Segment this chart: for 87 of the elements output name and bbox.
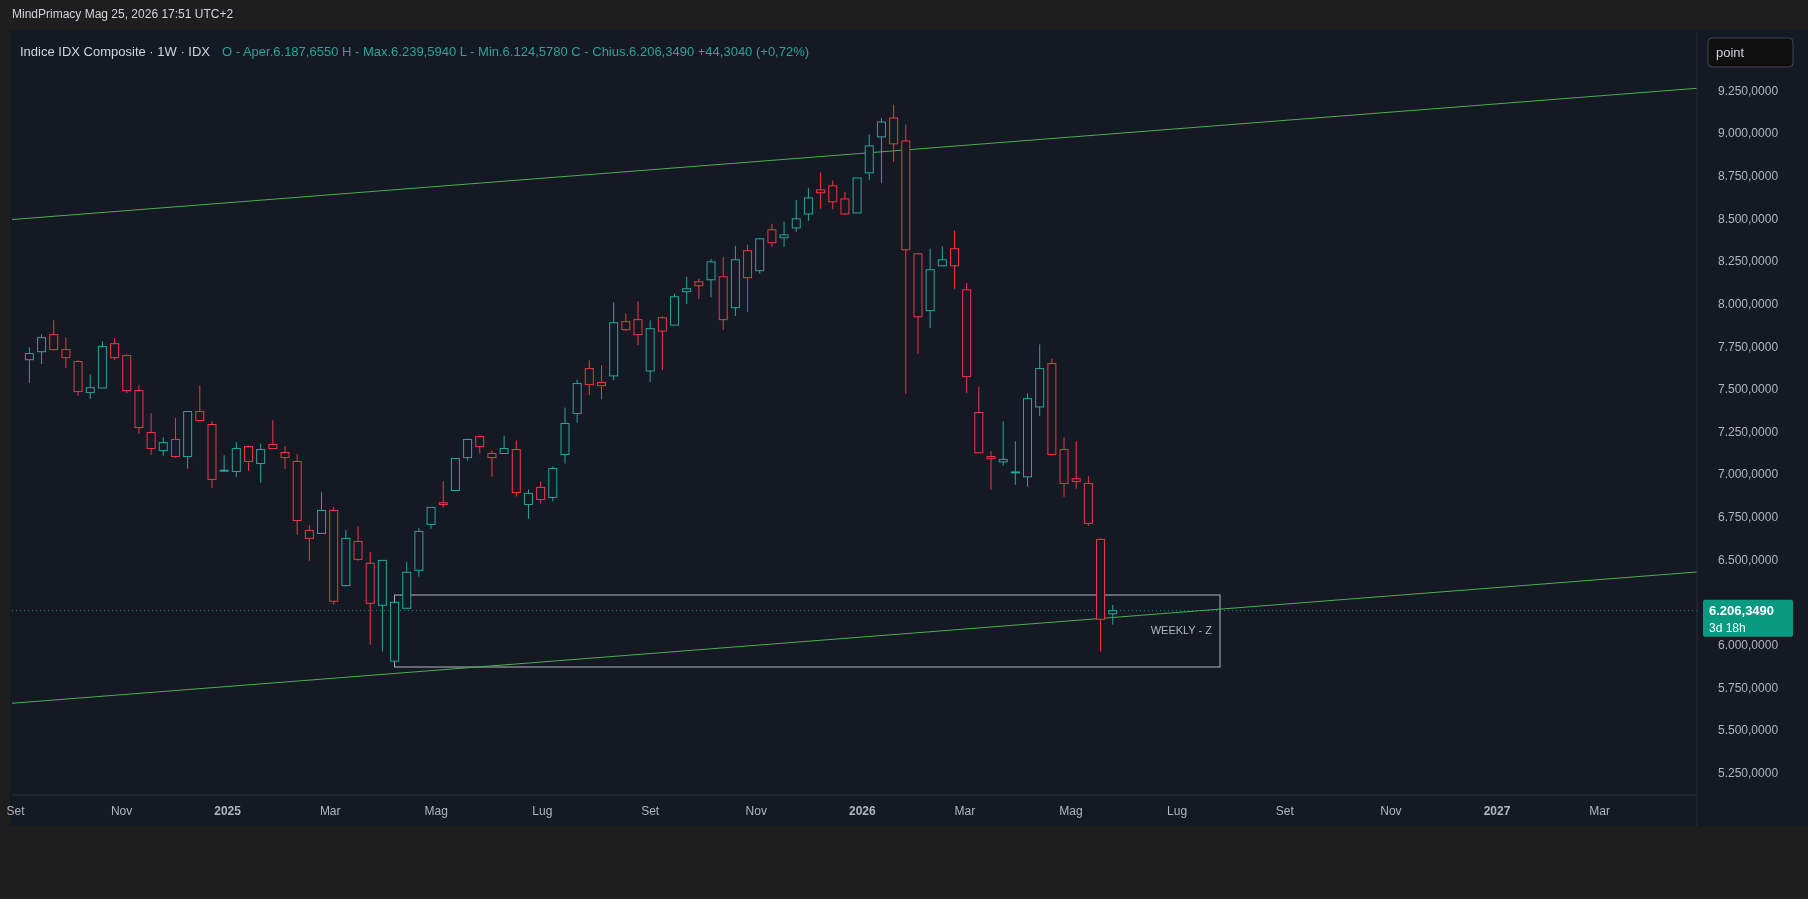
x-tick-label: Mag bbox=[1059, 804, 1083, 818]
candlestick bbox=[85, 373, 95, 400]
candlestick bbox=[706, 258, 716, 298]
candlestick bbox=[256, 443, 266, 484]
text: 3d 18h bbox=[1709, 620, 1746, 635]
candlestick bbox=[1108, 604, 1118, 626]
candlestick bbox=[584, 359, 594, 396]
candlestick bbox=[523, 488, 533, 520]
candlestick bbox=[231, 441, 241, 478]
candlestick bbox=[317, 491, 327, 534]
y-tick-label: 8.750,0000 bbox=[1718, 169, 1779, 184]
candlestick bbox=[876, 117, 886, 184]
candlestick bbox=[49, 319, 59, 351]
candlestick bbox=[499, 435, 509, 454]
y-tick-label: 8.250,0000 bbox=[1718, 254, 1779, 269]
candlestick bbox=[840, 191, 850, 216]
candlestick bbox=[304, 524, 314, 562]
candlestick bbox=[682, 276, 692, 305]
candlestick bbox=[24, 346, 34, 384]
y-tick-label: 7.500,0000 bbox=[1718, 382, 1779, 397]
y-tick-label: 5.250,0000 bbox=[1718, 765, 1779, 780]
candlestick bbox=[596, 364, 606, 400]
y-tick-label: 7.250,0000 bbox=[1718, 424, 1779, 439]
candlestick bbox=[463, 437, 473, 461]
candlestick bbox=[803, 187, 813, 222]
annotation: WEEKLY - Z bbox=[1150, 623, 1213, 636]
x-tick-label: Nov bbox=[1380, 804, 1402, 818]
candlestick bbox=[694, 278, 704, 300]
candlestick bbox=[949, 230, 959, 290]
y-tick-label: 6.750,0000 bbox=[1718, 510, 1779, 525]
x-tick-label: Nov bbox=[110, 804, 133, 818]
x-tick-label: Mar bbox=[319, 804, 341, 818]
text: O - Aper.6.187,6550 H - Max.6.239,5940 L - Min.6.124,5780 C - Chius.6.206,3490 +44,3040 (+0,72%) bbox=[222, 44, 810, 59]
candlestick bbox=[243, 444, 253, 472]
candlestick bbox=[195, 384, 205, 422]
candlestick bbox=[767, 223, 777, 248]
x-tick-label: Set bbox=[1275, 804, 1295, 818]
candlestick bbox=[937, 245, 947, 267]
candlestick bbox=[158, 436, 168, 457]
y-tick-label: 5.750,0000 bbox=[1718, 680, 1779, 695]
y-tick-label: 5.500,0000 bbox=[1718, 723, 1779, 738]
x-tick-label: Mag bbox=[424, 804, 448, 818]
candlestick bbox=[219, 454, 229, 473]
candlestick bbox=[268, 419, 278, 450]
x-tick-label: Set bbox=[6, 804, 26, 818]
candlestick bbox=[170, 417, 180, 459]
y-tick-label: 8.500,0000 bbox=[1718, 211, 1779, 226]
x-tick-label: 2027 bbox=[1483, 804, 1511, 818]
text: MindPrimacy Mag 25, 2026 17:51 UTC+2 bbox=[12, 7, 234, 21]
candlestick bbox=[37, 333, 47, 365]
x-tick-label: Lug bbox=[1167, 804, 1188, 818]
y-tick-label: 9.000,0000 bbox=[1718, 126, 1779, 141]
candlestick bbox=[986, 450, 996, 491]
candlestick bbox=[61, 336, 71, 369]
ref-line-label: 6.206,3490 bbox=[1709, 602, 1775, 618]
y-tick-label: 6.500,0000 bbox=[1718, 552, 1779, 567]
candlestick bbox=[816, 171, 826, 210]
candlestick bbox=[280, 445, 290, 470]
candlestick bbox=[110, 337, 120, 361]
candlestick bbox=[1010, 440, 1020, 486]
candlestick bbox=[438, 480, 448, 508]
y-tick-label: 9.250,0000 bbox=[1718, 83, 1779, 98]
candlestick bbox=[657, 315, 667, 371]
y-tick-label: 6.000,0000 bbox=[1718, 637, 1779, 652]
candlestick bbox=[487, 449, 497, 478]
candlestick bbox=[1071, 440, 1081, 490]
x-tick-label: 2026 bbox=[848, 804, 876, 818]
text: point bbox=[1716, 45, 1745, 60]
x-tick-label: Set bbox=[641, 804, 660, 818]
candlestick bbox=[779, 221, 789, 248]
candlestick bbox=[998, 420, 1008, 467]
text: Indice IDX Composite · 1W · IDX bbox=[20, 44, 211, 59]
candlestick bbox=[828, 180, 838, 210]
y-tick-label: 7.000,0000 bbox=[1718, 467, 1779, 482]
y-tick-label: 8.000,0000 bbox=[1718, 296, 1779, 311]
candlestick bbox=[633, 300, 643, 346]
candlestick bbox=[146, 412, 156, 456]
x-tick-label: Mar bbox=[954, 804, 976, 818]
candlestick bbox=[791, 199, 801, 233]
candlestick bbox=[353, 525, 363, 562]
candlestick bbox=[536, 480, 546, 504]
y-tick-label: 7.750,0000 bbox=[1718, 339, 1779, 354]
x-tick-label: Nov bbox=[745, 804, 767, 818]
x-tick-label: Mar bbox=[1589, 804, 1610, 818]
x-tick-label: Lug bbox=[532, 804, 553, 818]
candlestick bbox=[426, 506, 436, 530]
x-tick-label: 2025 bbox=[214, 804, 242, 818]
